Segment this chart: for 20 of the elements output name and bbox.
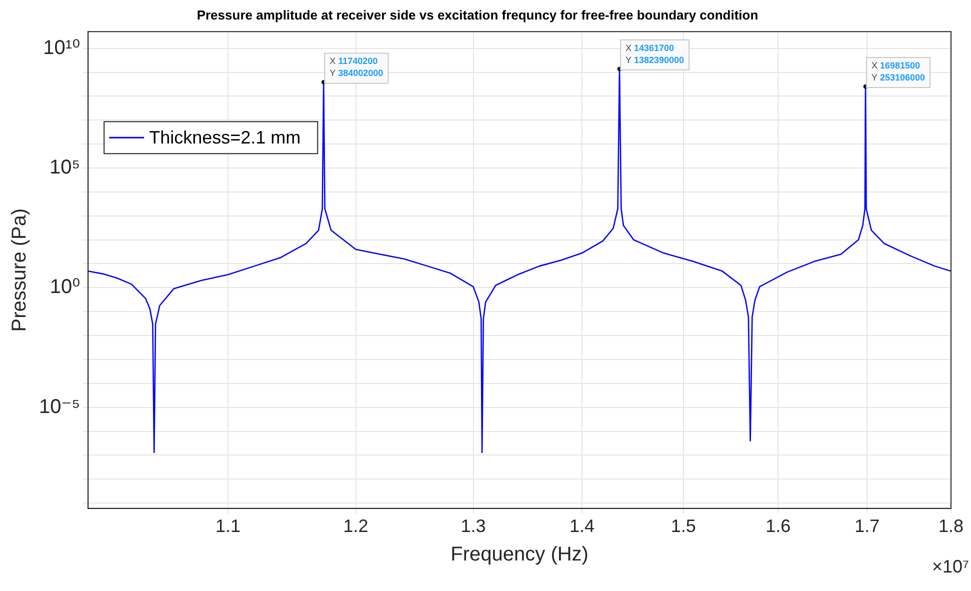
text: ×10⁷: [932, 556, 969, 576]
x-tick-label: 1.8: [938, 516, 964, 536]
x-axis-title: Frequency (Hz): [450, 544, 588, 566]
legend-label: Thickness=2.1 mm: [149, 128, 301, 148]
x-tick-label: 1.7: [854, 516, 880, 536]
annotation: X 16981500 Y 253106000: [871, 60, 926, 83]
x-tick-label: 1.6: [766, 516, 791, 536]
y-tick-label: 10⁻⁵: [39, 396, 80, 418]
annotation: X 11740200 Y 384002000: [330, 56, 384, 78]
x-tick-label: 1.1: [216, 516, 241, 536]
x-tick-label: 1.3: [460, 516, 486, 536]
x-tick-label: 1.4: [570, 516, 595, 536]
y-tick-label: 10⁵: [50, 156, 80, 179]
chart-title: Pressure amplitude at receiver side vs excitation frequncy for free-free boundary condition: [196, 7, 758, 22]
annotation: X 14361700 Y 1382390000: [626, 42, 684, 65]
x-tick-label: 1.2: [343, 516, 368, 536]
x-tick-label: 1.5: [670, 516, 696, 536]
y-tick-label: 10⁰: [50, 276, 80, 298]
y-axis-title: Pressure (Pa): [8, 208, 31, 332]
y-tick-label: 10¹⁰: [43, 36, 80, 59]
